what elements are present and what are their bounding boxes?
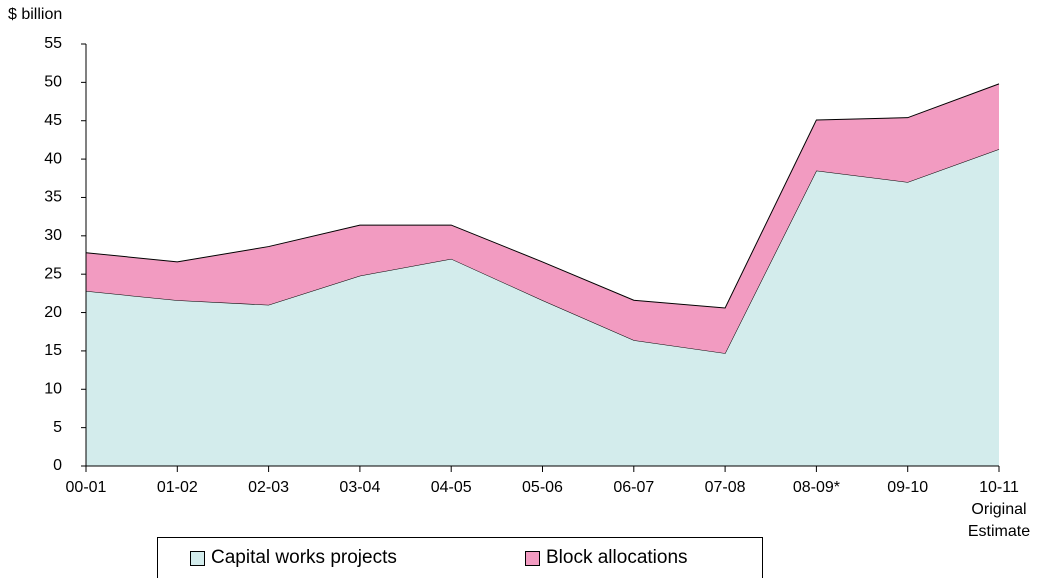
y-tick-label: 5 bbox=[53, 419, 62, 436]
x-tick-label: 10-11 Original Estimate bbox=[967, 479, 1031, 540]
legend-label: Block allocations bbox=[546, 547, 688, 568]
x-tick-label: 08-09* bbox=[792, 479, 840, 496]
y-tick-label: 0 bbox=[53, 457, 62, 474]
y-tick-label: 20 bbox=[44, 304, 62, 321]
y-tick-label: 10 bbox=[44, 380, 62, 397]
x-tick-label: 04-05 bbox=[430, 479, 472, 496]
y-tick-label: 15 bbox=[44, 342, 62, 359]
legend-label: Capital works projects bbox=[211, 547, 397, 568]
x-tick-label: 00-01 bbox=[65, 479, 107, 496]
y-tick-label: 35 bbox=[44, 189, 62, 206]
y-tick-label: 30 bbox=[44, 227, 62, 244]
area-fill bbox=[86, 149, 999, 466]
y-tick-label: 25 bbox=[44, 265, 62, 282]
legend: Capital works projects Block allocations bbox=[157, 537, 763, 578]
x-tick-label: 06-07 bbox=[613, 479, 655, 496]
x-tick-label: 02-03 bbox=[248, 479, 290, 496]
legend-item: Block allocations bbox=[525, 547, 688, 569]
legend-swatch bbox=[525, 550, 540, 566]
x-tick-label: 09-10 bbox=[887, 479, 929, 496]
y-tick-label: 55 bbox=[44, 35, 62, 52]
y-tick-label: 50 bbox=[44, 74, 62, 91]
x-tick-label: 01-02 bbox=[156, 479, 198, 496]
y-axis-label: $ billion bbox=[8, 6, 63, 23]
x-tick-label: 07-08 bbox=[704, 479, 746, 496]
y-tick-label: 45 bbox=[44, 112, 62, 129]
y-tick-label: 40 bbox=[44, 150, 62, 167]
x-tick-label: 03-04 bbox=[339, 479, 381, 496]
legend-swatch bbox=[190, 550, 205, 566]
x-tick-label: 05-06 bbox=[522, 479, 563, 496]
area-fill bbox=[86, 83, 999, 354]
legend-item: Capital works projects bbox=[190, 547, 397, 569]
area-edge bbox=[85, 83, 1000, 309]
